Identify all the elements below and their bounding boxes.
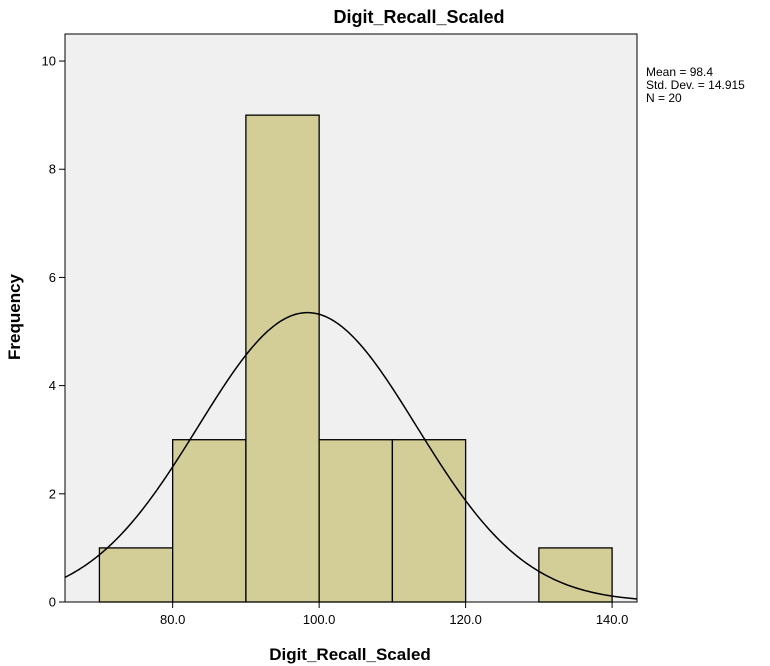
- x-tick-label: 100.0: [303, 612, 336, 627]
- chart-title: Digit_Recall_Scaled: [333, 7, 504, 27]
- y-tick-label: 0: [49, 595, 56, 610]
- x-axis-label: Digit_Recall_Scaled: [269, 645, 431, 664]
- x-tick-label: 120.0: [449, 612, 482, 627]
- y-tick-label: 4: [49, 378, 56, 393]
- stats-mean: Mean = 98.4: [646, 65, 713, 79]
- stats-std-dev: Std. Dev. = 14.915: [646, 78, 745, 92]
- bars-layer: [98, 114, 613, 603]
- stats-box: Mean = 98.4 Std. Dev. = 14.915 N = 20: [646, 65, 745, 105]
- histogram-bar: [245, 114, 320, 603]
- normal-distribution-curve: [64, 311, 638, 600]
- stats-n: N = 20: [646, 91, 682, 105]
- histogram-bar: [391, 439, 467, 603]
- y-tick-label: 2: [49, 486, 56, 501]
- y-tick-label: 8: [49, 162, 56, 177]
- y-tick-label: 6: [49, 270, 56, 285]
- histogram-bar: [538, 547, 613, 603]
- histogram-bar: [98, 547, 174, 603]
- x-tick-label: 80.0: [160, 612, 185, 627]
- histogram-bar: [318, 439, 394, 603]
- y-axis-label: Frequency: [5, 273, 24, 360]
- x-tick-label: 140.0: [596, 612, 629, 627]
- y-tick-label: 10: [42, 54, 56, 69]
- axis-layer: 0 2 4 6 8 10 80.0 100.0 120.0 140.0: [42, 54, 629, 627]
- histogram-bar: [172, 439, 247, 603]
